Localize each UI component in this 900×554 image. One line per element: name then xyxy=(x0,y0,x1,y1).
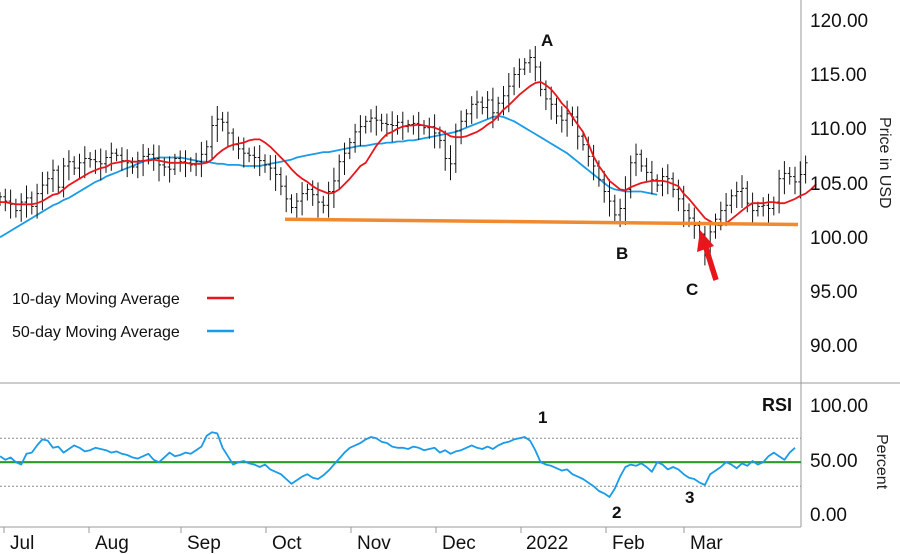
price-tick-label: 110.00 xyxy=(810,119,867,140)
annotation-b: B xyxy=(616,244,628,263)
rsi-tick-label: 50.00 xyxy=(810,451,858,472)
rsi-axis-title: Percent xyxy=(873,434,890,490)
price-tick-label: 100.00 xyxy=(810,228,868,249)
price-tick-label: 95.00 xyxy=(810,282,858,303)
rsi-series xyxy=(0,431,796,498)
x-tick-label: Mar xyxy=(690,533,723,554)
rsi-annotation-1: 1 xyxy=(538,408,547,427)
price-tick-label: 120.00 xyxy=(810,11,868,32)
x-tick-label: Sep xyxy=(187,533,221,554)
x-tick-label: Nov xyxy=(357,533,391,554)
rsi-annotation-2: 2 xyxy=(612,503,621,522)
price-y-ticks: 120.00 115.00 110.00 105.00 100.00 95.00… xyxy=(810,11,868,357)
legend-label-ma50: 50-day Moving Average xyxy=(12,324,180,341)
legend-label-ma10: 10-day Moving Average xyxy=(12,291,180,308)
x-tick-label: Jul xyxy=(10,533,34,554)
rsi-reference-lines xyxy=(0,437,801,487)
rsi-tick-label: 0.00 xyxy=(810,505,847,526)
price-tick-label: 105.00 xyxy=(810,174,868,195)
ma10-line xyxy=(0,81,817,227)
support-line xyxy=(284,217,799,227)
red-arrow-icon xyxy=(697,230,719,281)
rsi-line xyxy=(0,431,796,498)
ma10-series xyxy=(0,81,817,227)
rsi-annotation-3: 3 xyxy=(685,488,694,507)
x-tick-label: Feb xyxy=(612,533,645,554)
x-tick-label: Dec xyxy=(442,533,476,554)
ma50-series xyxy=(0,115,658,238)
x-tick-label: Aug xyxy=(95,533,129,554)
x-tick-label: 2022 xyxy=(526,533,568,554)
rsi-title: RSI xyxy=(762,395,792,415)
annotation-a: A xyxy=(541,31,553,50)
rsi-tick-label: 100.00 xyxy=(810,396,868,417)
x-tick-marks xyxy=(3,527,685,533)
price-bars xyxy=(0,46,808,270)
price-tick-label: 115.00 xyxy=(810,65,867,86)
annotation-c: C xyxy=(686,280,698,299)
rsi-y-ticks: 100.00 50.00 0.00 xyxy=(810,396,868,526)
legend: 10-day Moving Average 50-day Moving Aver… xyxy=(12,291,234,341)
x-tick-label: Oct xyxy=(272,533,302,554)
x-ticks: Jul Aug Sep Oct Nov Dec 2022 Feb Mar xyxy=(10,533,723,554)
price-axis-title: Price in USD xyxy=(876,117,893,209)
price-tick-label: 90.00 xyxy=(810,336,858,357)
ma50-line xyxy=(0,115,658,238)
